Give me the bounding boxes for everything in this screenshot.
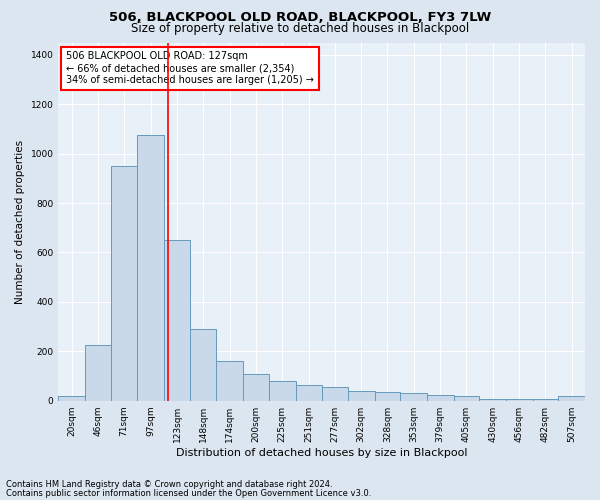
Bar: [164, 240, 190, 400]
Bar: [322, 387, 348, 400]
Bar: [269, 381, 296, 400]
Bar: [427, 394, 454, 400]
Text: 506, BLACKPOOL OLD ROAD, BLACKPOOL, FY3 7LW: 506, BLACKPOOL OLD ROAD, BLACKPOOL, FY3 …: [109, 11, 491, 24]
Bar: [454, 396, 479, 400]
Bar: [58, 396, 85, 400]
Bar: [243, 374, 269, 400]
X-axis label: Distribution of detached houses by size in Blackpool: Distribution of detached houses by size …: [176, 448, 467, 458]
Bar: [190, 329, 217, 400]
Bar: [348, 391, 374, 400]
Y-axis label: Number of detached properties: Number of detached properties: [15, 140, 25, 304]
Bar: [137, 135, 164, 400]
Bar: [217, 361, 243, 401]
Text: 506 BLACKPOOL OLD ROAD: 127sqm
← 66% of detached houses are smaller (2,354)
34% : 506 BLACKPOOL OLD ROAD: 127sqm ← 66% of …: [67, 52, 314, 84]
Bar: [111, 166, 137, 400]
Text: Contains public sector information licensed under the Open Government Licence v3: Contains public sector information licen…: [6, 488, 371, 498]
Bar: [85, 345, 111, 401]
Text: Size of property relative to detached houses in Blackpool: Size of property relative to detached ho…: [131, 22, 469, 35]
Bar: [374, 392, 400, 400]
Text: Contains HM Land Registry data © Crown copyright and database right 2024.: Contains HM Land Registry data © Crown c…: [6, 480, 332, 489]
Bar: [296, 384, 322, 400]
Bar: [559, 396, 585, 400]
Bar: [400, 394, 427, 400]
